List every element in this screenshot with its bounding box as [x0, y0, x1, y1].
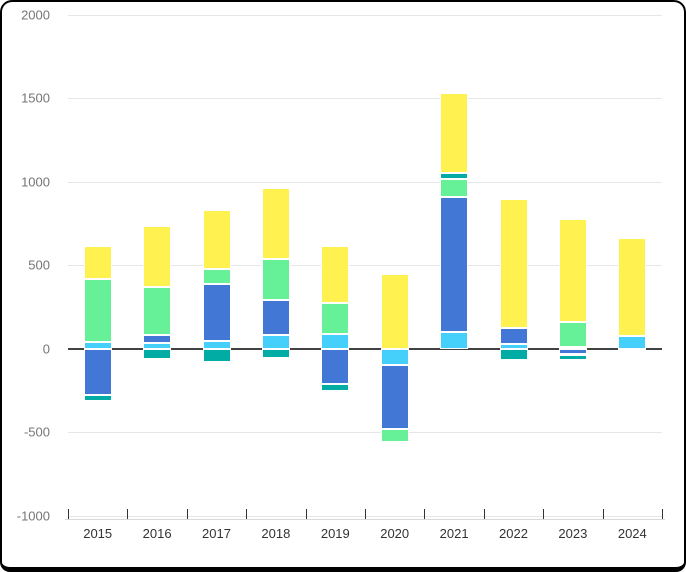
bar-segment-yellow-2023[interactable]: [558, 218, 587, 322]
bar-segment-cyan-2019[interactable]: [321, 333, 350, 349]
bar-segment-teal-2022[interactable]: [499, 348, 528, 361]
bar-segment-teal-2017[interactable]: [202, 348, 231, 362]
x-tick-label-2024: 2024: [617, 526, 647, 541]
bar-segment-green-2019[interactable]: [321, 302, 350, 334]
bar-segment-yellow-2024[interactable]: [618, 237, 647, 337]
x-tick-mark: [483, 509, 485, 519]
x-tick-mark: [305, 509, 307, 519]
bar-segment-blue-2015[interactable]: [83, 348, 112, 396]
gridline-1500: [68, 98, 662, 100]
bar-segment-cyan-2021[interactable]: [440, 331, 469, 349]
y-tick-label-0: 0: [42, 341, 50, 357]
bar-segment-blue-2021[interactable]: [440, 196, 469, 332]
bar-segment-teal-2018[interactable]: [261, 348, 290, 358]
x-tick-mark: [365, 509, 366, 519]
bar-segment-blue-2020[interactable]: [380, 364, 409, 429]
bar-segment-green-2016[interactable]: [143, 286, 172, 336]
x-tick-label-2018: 2018: [261, 526, 291, 541]
bar-segment-cyan-2016[interactable]: [143, 342, 172, 349]
bar-segment-green-2015[interactable]: [83, 279, 112, 342]
bar-segment-yellow-2022[interactable]: [499, 198, 528, 328]
gridline-1000: [68, 181, 662, 183]
bar-segment-cyan-2020[interactable]: [380, 348, 409, 365]
zero-gridline: [68, 347, 662, 350]
bar-segment-teal-2024[interactable]: [618, 348, 647, 352]
x-tick-label-2015: 2015: [83, 526, 113, 541]
x-tick-label-2017: 2017: [202, 526, 231, 541]
y-tick-label--1000: -1000: [16, 508, 50, 523]
bar-segment-blue-2018[interactable]: [261, 300, 290, 336]
x-tick-label-2019: 2019: [320, 526, 350, 541]
bar-segment-yellow-2019[interactable]: [321, 246, 350, 303]
bar-segment-yellow-2020[interactable]: [380, 274, 409, 349]
bar-segment-teal-2023[interactable]: [558, 354, 587, 361]
gridline--500: [68, 432, 662, 434]
x-tick-label-2022: 2022: [499, 526, 528, 541]
bar-segment-green-2020[interactable]: [380, 428, 409, 443]
bar-segment-blue-2023[interactable]: [558, 348, 587, 355]
x-tick-mark: [68, 509, 69, 519]
bar-segment-yellow-2018[interactable]: [261, 187, 290, 260]
x-tick-mark: [543, 509, 545, 519]
x-tick-mark: [127, 509, 129, 519]
y-tick-label-1000: 1000: [21, 174, 50, 190]
bar-segment-yellow-2016[interactable]: [143, 226, 172, 287]
x-tick-label-2021: 2021: [439, 526, 469, 541]
bar-segment-cyan-2024[interactable]: [618, 336, 647, 349]
gridline-2000: [68, 15, 662, 16]
bar-segment-yellow-2021[interactable]: [440, 93, 469, 174]
bar-segment-yellow-2017[interactable]: [202, 210, 231, 269]
bar-segment-blue-2016[interactable]: [143, 335, 172, 343]
bar-segment-blue-2017[interactable]: [202, 283, 231, 342]
bar-segment-teal-2021[interactable]: [440, 173, 469, 180]
bar-segment-green-2023[interactable]: [558, 321, 587, 347]
x-axis-line: [65, 519, 665, 520]
bar-segment-teal-2015[interactable]: [83, 395, 112, 402]
bar-segment-teal-2019[interactable]: [321, 383, 350, 392]
x-tick-label-2023: 2023: [558, 526, 588, 541]
bar-segment-green-2021[interactable]: [440, 179, 469, 197]
bar-segment-yellow-2015[interactable]: [83, 246, 112, 280]
bar-segment-green-2017[interactable]: [202, 268, 231, 284]
y-tick-label-2000: 2000: [21, 7, 50, 23]
bar-segment-blue-2022[interactable]: [499, 327, 528, 345]
gridline-500: [68, 265, 662, 267]
x-tick-mark: [186, 509, 188, 519]
x-tick-mark: [246, 509, 248, 519]
x-tick-label-2020: 2020: [380, 526, 410, 541]
bar-segment-cyan-2017[interactable]: [202, 341, 231, 349]
y-tick-label-1500: 1500: [21, 90, 50, 106]
bar-segment-cyan-2015[interactable]: [83, 341, 112, 349]
y-tick-label--500: -500: [23, 424, 50, 440]
bar-segment-cyan-2023[interactable]: [558, 346, 587, 349]
x-tick-label-2016: 2016: [142, 526, 172, 541]
bar-segment-green-2018[interactable]: [261, 259, 290, 301]
x-tick-mark: [662, 509, 663, 519]
x-tick-mark: [424, 509, 426, 519]
bar-segment-cyan-2022[interactable]: [499, 344, 528, 349]
bar-segment-cyan-2018[interactable]: [261, 335, 290, 349]
bar-segment-blue-2019[interactable]: [321, 348, 350, 384]
bar-segment-teal-2016[interactable]: [143, 348, 172, 359]
y-tick-label-500: 500: [28, 257, 50, 273]
x-tick-mark: [602, 509, 604, 519]
